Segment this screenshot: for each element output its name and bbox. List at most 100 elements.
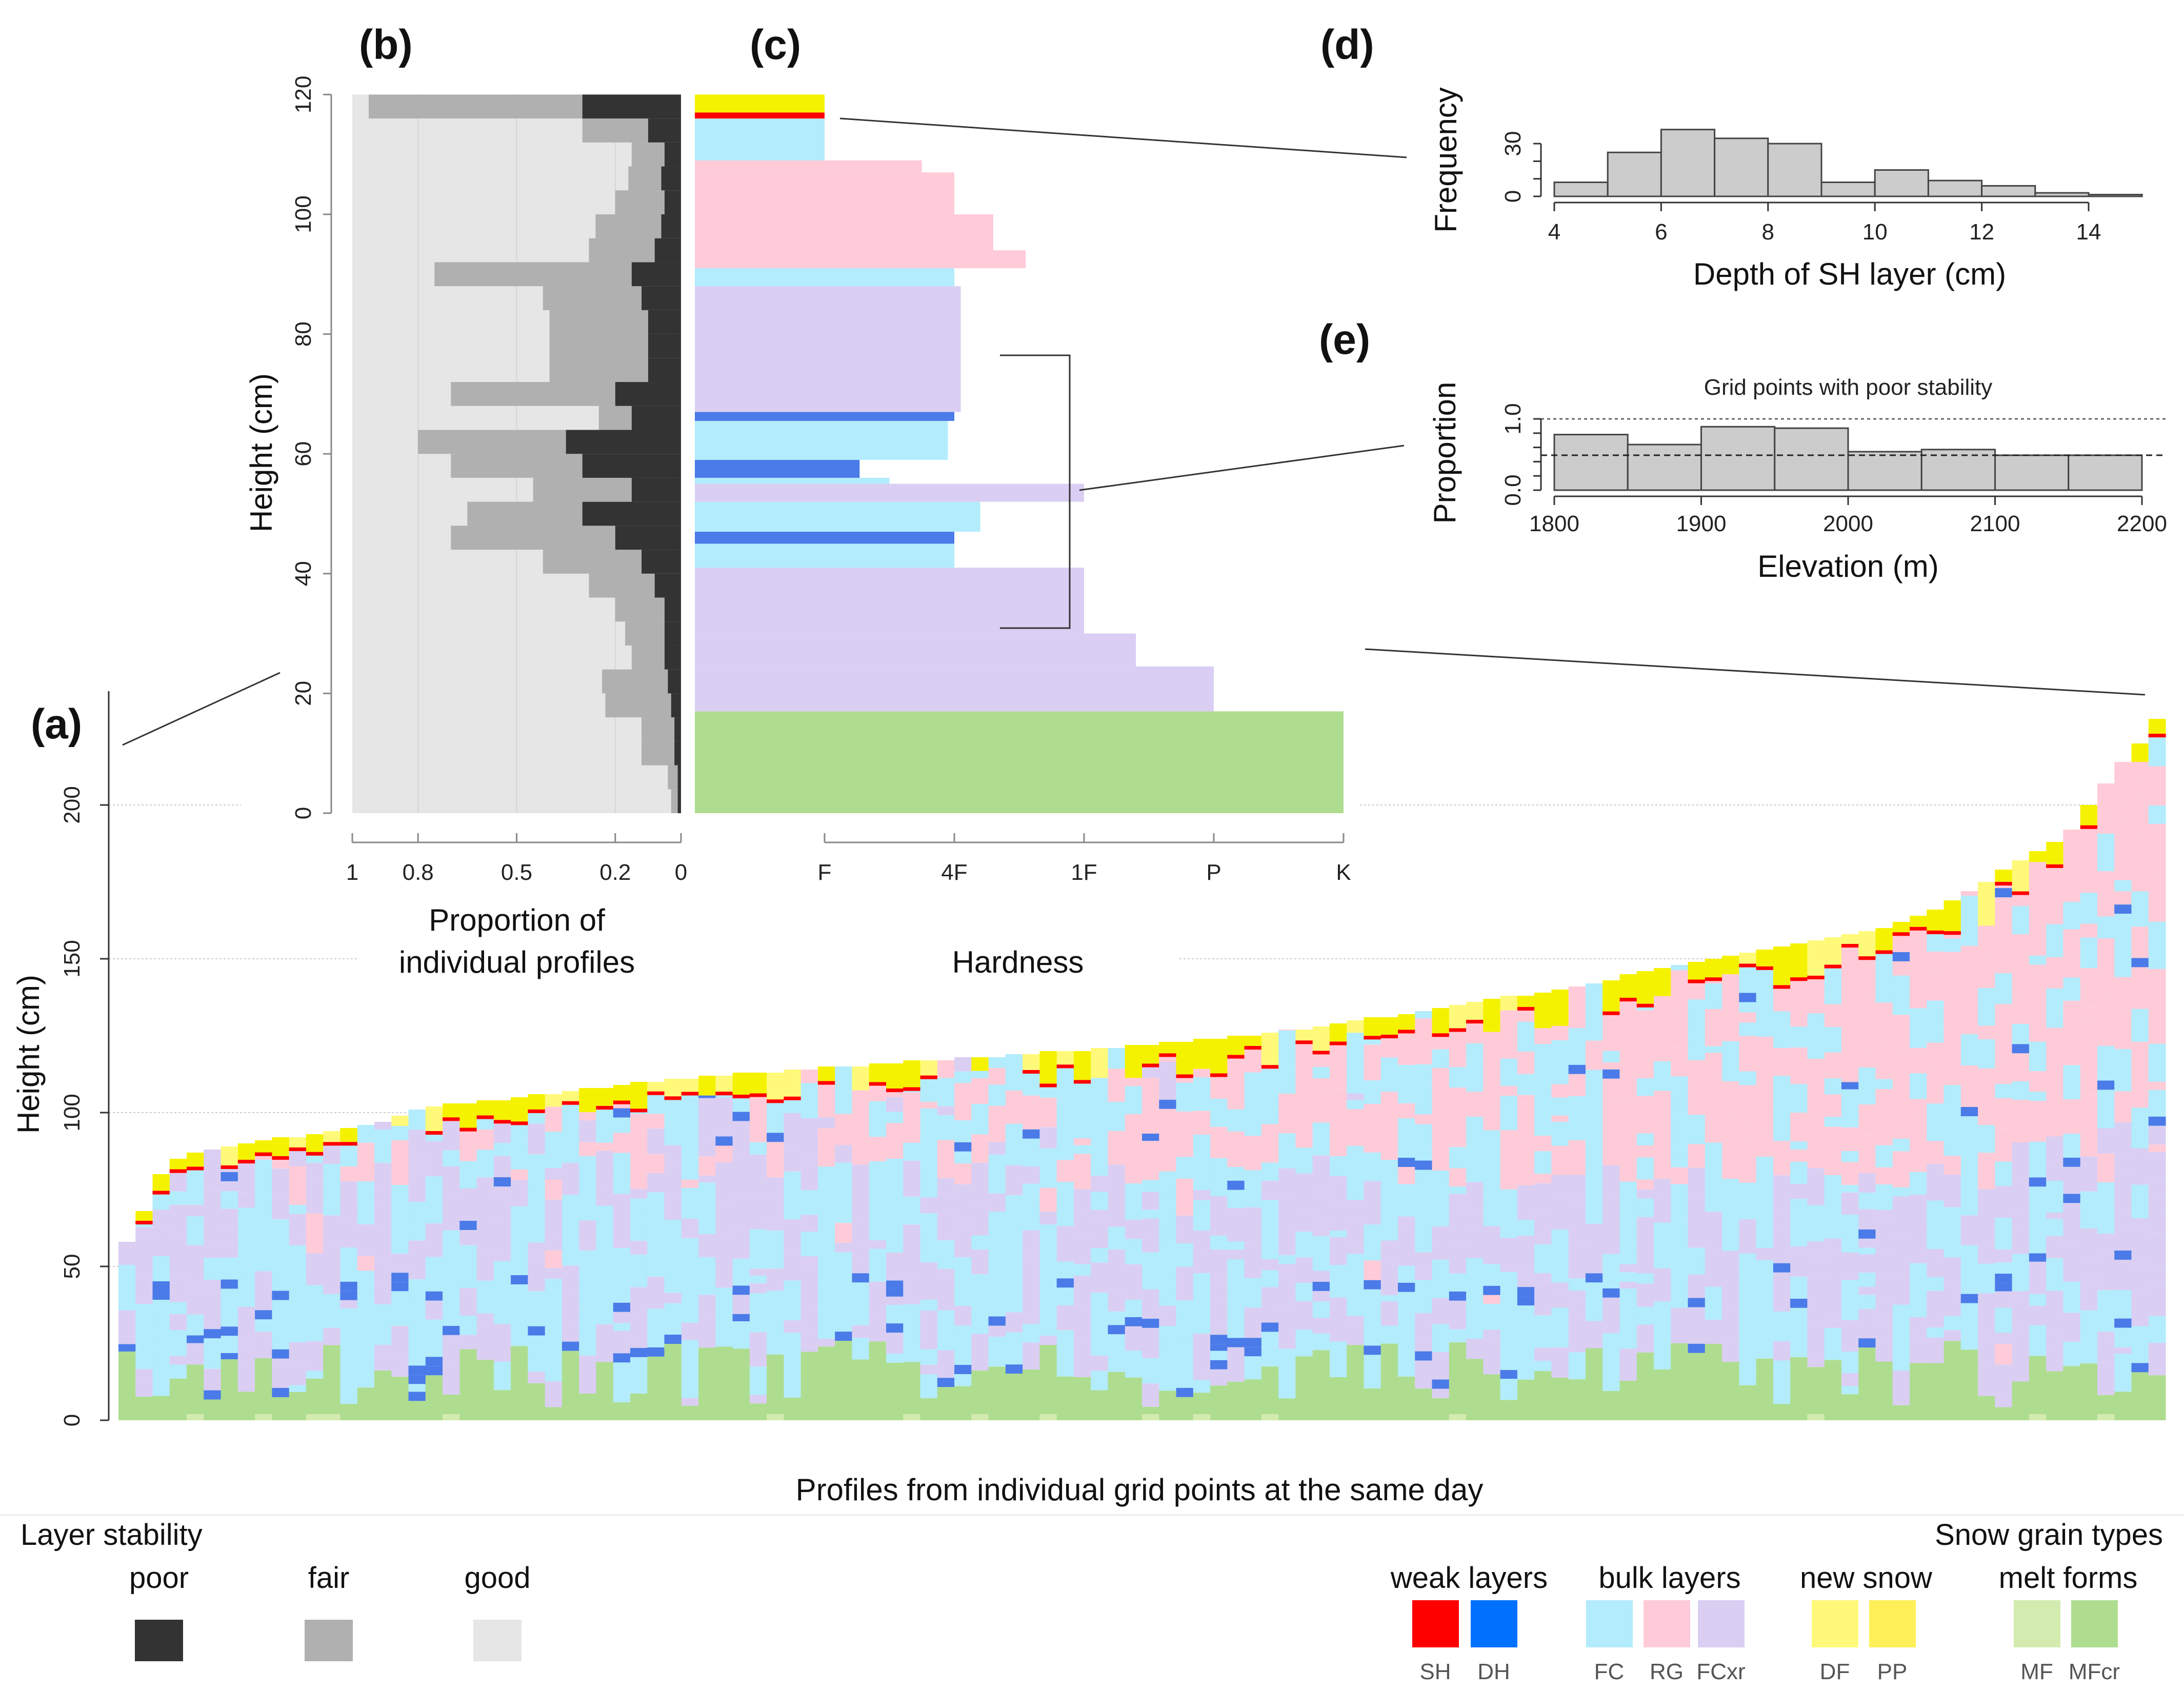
y-tick-label: 30 — [1500, 131, 1526, 156]
layer-RG — [1910, 930, 1927, 941]
profile-column — [1432, 1008, 1450, 1420]
layer-FCxr — [1807, 1274, 1825, 1283]
layer-MFcr — [1023, 1369, 1040, 1420]
layer-FCxr — [1927, 1249, 1945, 1277]
layer-FC — [391, 1304, 409, 1326]
grain-swatch-MF — [2014, 1600, 2060, 1647]
histogram-bar — [1774, 427, 1849, 491]
layer-RG — [340, 1166, 358, 1181]
layer-FCxr — [2012, 1322, 2030, 1335]
layer-FC — [579, 1250, 597, 1279]
layer-DH — [2063, 1194, 2081, 1203]
layer-SH — [493, 1120, 511, 1124]
layer-FCxr — [1790, 1254, 1808, 1277]
layer-RG — [391, 1161, 409, 1185]
layer-FC — [1568, 1096, 1586, 1104]
layer-FC — [749, 1366, 767, 1395]
layer-FCxr — [2029, 1305, 2047, 1325]
layer-RG — [647, 1154, 665, 1173]
layer-FC — [272, 1219, 290, 1253]
layer-MF — [187, 1414, 204, 1420]
layer-FCxr — [2131, 1264, 2149, 1291]
layer-FC — [767, 1230, 784, 1269]
layer-FCxr — [1824, 1252, 1842, 1284]
layer-DH — [886, 1280, 904, 1290]
layer-MFcr — [425, 1375, 443, 1420]
layer-FC — [2148, 921, 2166, 934]
layer-FCxr — [1568, 1193, 1586, 1205]
fair-band — [369, 94, 583, 119]
hardness-layer-SH — [695, 112, 825, 119]
layer-RG — [2131, 1041, 2149, 1055]
layer-FC — [817, 1166, 835, 1182]
layer-RG — [1415, 1029, 1433, 1046]
layer-FC — [357, 1352, 375, 1388]
layer-RG — [1688, 1060, 1706, 1100]
layer-RG — [1824, 1094, 1842, 1117]
profile-column — [767, 1073, 784, 1420]
layer-FC — [2114, 1327, 2132, 1340]
layer-FC — [562, 1115, 579, 1123]
layer-RG — [1108, 1131, 1126, 1165]
layer-FCxr — [988, 1193, 1006, 1212]
layer-PP — [1910, 916, 1927, 927]
layer-RG — [1500, 1010, 1518, 1033]
layer-DH — [1432, 1379, 1450, 1389]
layer-PP — [152, 1174, 170, 1191]
layer-FC — [1756, 1260, 1774, 1281]
layer-FCxr — [1415, 1360, 1433, 1389]
layer-MFcr — [1244, 1379, 1262, 1420]
profile-column — [954, 1057, 972, 1420]
layer-DH — [2114, 1250, 2132, 1260]
x-tick-label: 2000 — [1823, 511, 1873, 536]
layer-FCxr — [562, 1265, 579, 1292]
profile-column — [800, 1070, 818, 1420]
layer-RG — [1841, 1032, 1859, 1046]
layer-DH — [1005, 1364, 1023, 1374]
layer-PP — [903, 1060, 921, 1087]
layer-FC — [1039, 1296, 1057, 1304]
profile-column — [1943, 900, 1961, 1420]
layer-MFcr — [1534, 1371, 1552, 1420]
layer-RG — [1841, 1006, 1859, 1033]
layer-FCxr — [1176, 1215, 1194, 1244]
layer-FC — [988, 1211, 1006, 1223]
layer-FC — [1790, 1084, 1808, 1113]
layer-MFcr — [2148, 1375, 2166, 1420]
layer-FC — [1654, 1340, 1671, 1369]
grain-code-label: MF — [2020, 1659, 2053, 1684]
layer-DH — [1023, 1129, 1040, 1139]
layer-RG — [1892, 1099, 1910, 1131]
layer-FC — [425, 1176, 443, 1200]
layer-PP — [1705, 959, 1722, 978]
layer-FC — [1449, 1329, 1467, 1342]
histogram-bar — [1847, 451, 1922, 491]
layer-FC — [630, 1357, 648, 1378]
layer-FC — [476, 1150, 494, 1167]
layer-FC — [1960, 1266, 1978, 1294]
layer-RG — [1517, 1103, 1535, 1130]
layer-FCxr — [1824, 1238, 1842, 1252]
layer-DH — [767, 1133, 784, 1142]
layer-FCxr — [2131, 1148, 2149, 1185]
layer-FCxr — [1125, 1326, 1143, 1351]
layer-RG — [1398, 1103, 1415, 1119]
layer-MFcr — [1927, 1363, 1945, 1420]
profile-column — [1722, 956, 1739, 1420]
layer-FCxr — [767, 1268, 784, 1291]
layer-FCxr — [237, 1166, 255, 1193]
layer-RG — [1329, 1063, 1347, 1089]
layer-RG — [1295, 1122, 1313, 1132]
layer-FC — [1807, 1013, 1825, 1020]
layer-RG — [1807, 1059, 1825, 1090]
layer-FC — [920, 1374, 938, 1398]
layer-DH — [1108, 1325, 1126, 1335]
layer-FC — [613, 1153, 631, 1176]
layer-FCxr — [2063, 1242, 2081, 1282]
layer-FC — [1415, 1011, 1433, 1019]
layer-MFcr — [2080, 1363, 2098, 1420]
layer-FC — [1943, 1207, 1961, 1232]
layer-RG — [1995, 885, 2013, 889]
layer-RG — [1671, 1047, 1689, 1077]
